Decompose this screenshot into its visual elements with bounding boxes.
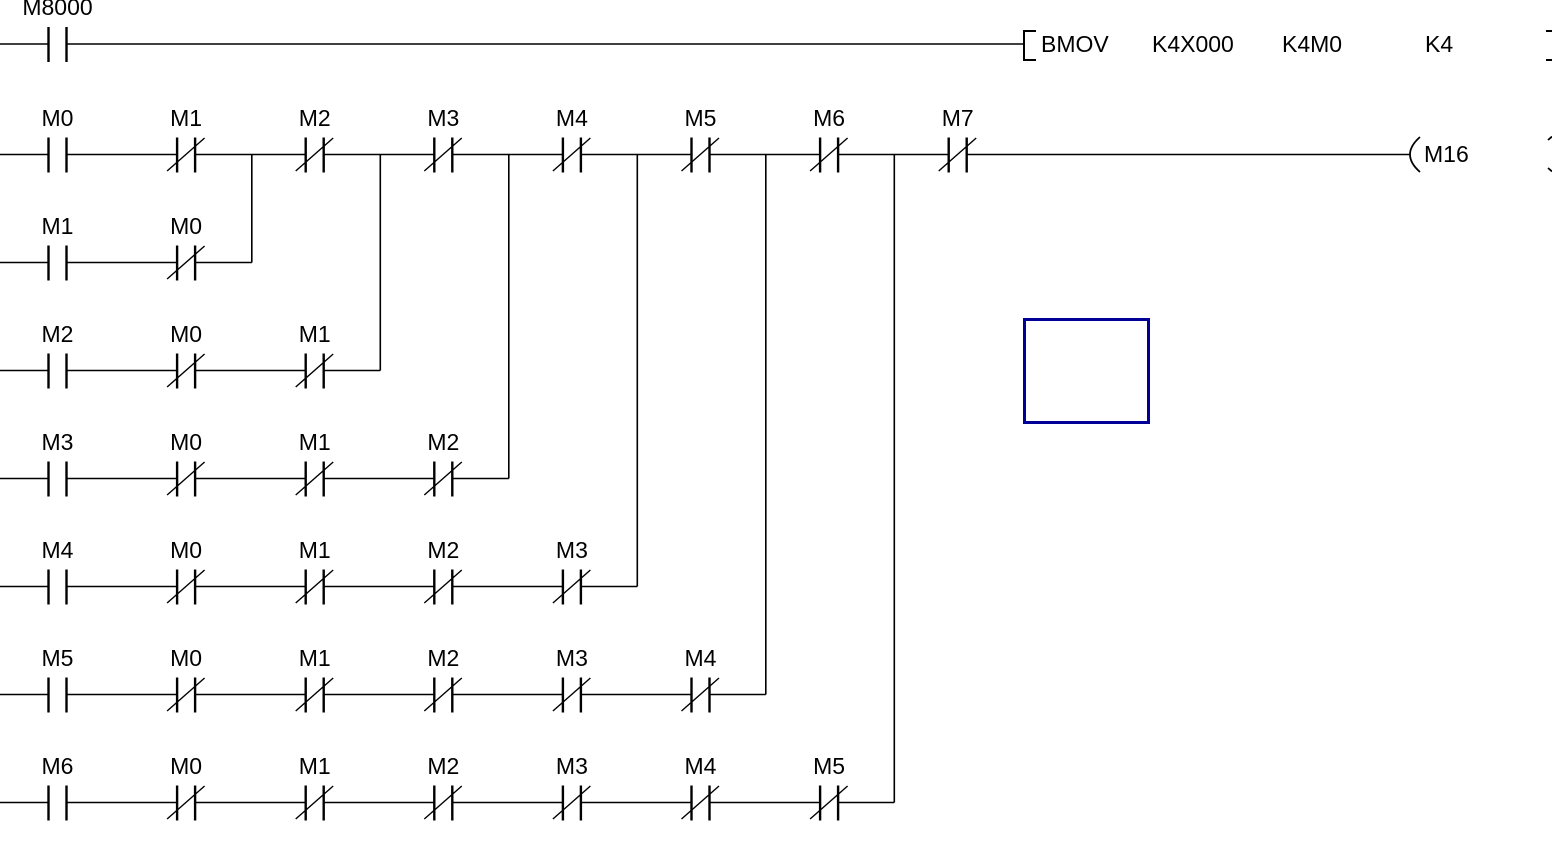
contact-label: M6 [813, 104, 846, 131]
edit-cursor[interactable] [1023, 318, 1150, 424]
contact-label: M3 [555, 644, 588, 671]
contact-label: M5 [41, 644, 74, 671]
contact-label: M2 [427, 752, 460, 779]
contact-label: M0 [170, 320, 203, 347]
contact-label: M2 [298, 104, 331, 131]
or-branch-verticals [251, 154, 896, 803]
contact-m1-nc[interactable] [166, 137, 206, 173]
clipped-right-bracket [1546, 30, 1552, 61]
contact-m4-nc[interactable] [681, 785, 720, 821]
contact-label: M4 [684, 644, 717, 671]
coil-m16[interactable] [1409, 136, 1421, 173]
contact-label: M1 [298, 428, 331, 455]
contact-m0-nc[interactable] [166, 461, 206, 497]
contact-label: M4 [684, 752, 717, 779]
contact-label: M5 [813, 752, 846, 779]
contact-label: M0 [41, 104, 74, 131]
contact-m0-nc[interactable] [166, 785, 206, 821]
contact-m0-nc[interactable] [166, 245, 206, 281]
contact-label: M2 [427, 536, 460, 563]
contact-m3-nc[interactable] [552, 785, 591, 821]
contact-m7-nc[interactable] [938, 137, 977, 173]
contact-m2-nc[interactable] [423, 569, 463, 605]
contact-m2-no[interactable] [47, 353, 68, 389]
contact-m0-nc[interactable] [166, 569, 206, 605]
contact-m5-nc[interactable] [809, 785, 849, 821]
contact-label: M0 [170, 536, 203, 563]
contact-m1-no[interactable] [47, 245, 68, 281]
contact-label: M4 [555, 104, 588, 131]
contact-label: M3 [555, 536, 588, 563]
contact-label: M1 [298, 644, 331, 671]
contact-label: M1 [170, 104, 203, 131]
contact-m8000-no[interactable] [47, 27, 68, 62]
clipped-coil-paren [1547, 135, 1552, 173]
contact-label: M4 [41, 536, 74, 563]
contact-label: M1 [41, 212, 74, 239]
contact-label: M0 [170, 212, 203, 239]
contact-m0-no[interactable] [47, 137, 68, 173]
contact-label: M0 [170, 752, 203, 779]
contact-m2-nc[interactable] [423, 785, 463, 821]
contact-m2-nc[interactable] [423, 461, 463, 497]
contact-label: M1 [298, 536, 331, 563]
contact-label: M6 [41, 752, 74, 779]
contact-m0-nc[interactable] [166, 677, 206, 713]
contact-m4-nc[interactable] [681, 677, 720, 713]
contact-m3-no[interactable] [47, 461, 68, 497]
contact-m1-nc[interactable] [295, 569, 334, 605]
instruction-operand-2: K4M0 [1282, 30, 1343, 57]
contact-label: M0 [170, 644, 203, 671]
contact-m3-nc[interactable] [552, 569, 591, 605]
instruction-bmov-box[interactable] [1023, 30, 1036, 61]
contact-label: M7 [941, 104, 974, 131]
contact-m6-nc[interactable] [809, 137, 849, 173]
contact-m1-nc[interactable] [295, 353, 334, 389]
contact-label: M1 [298, 752, 331, 779]
contact-m2-nc[interactable] [423, 677, 463, 713]
contact-m1-nc[interactable] [295, 785, 334, 821]
contact-m0-nc[interactable] [166, 353, 206, 389]
contact-m5-nc[interactable] [681, 137, 720, 173]
contact-m6-no[interactable] [47, 785, 68, 821]
contact-m4-nc[interactable] [552, 137, 591, 173]
contact-m3-nc[interactable] [552, 677, 591, 713]
contact-label: M3 [427, 104, 460, 131]
contact-label: M3 [555, 752, 588, 779]
contact-label: M0 [170, 428, 203, 455]
contact-label: M2 [427, 644, 460, 671]
contact-m4-no[interactable] [47, 569, 68, 605]
coil-label: M16 [1424, 141, 1469, 167]
contact-label: M2 [427, 428, 460, 455]
instruction-opcode: BMOV [1041, 30, 1109, 57]
contact-m2-nc[interactable] [295, 137, 334, 173]
contact-m5-no[interactable] [47, 677, 68, 713]
contact-label: M2 [41, 320, 74, 347]
contact-label: M5 [684, 104, 717, 131]
contact-label: M1 [298, 320, 331, 347]
contact-m1-nc[interactable] [295, 677, 334, 713]
instruction-operand-3: K4 [1425, 30, 1454, 57]
contact-m1-nc[interactable] [295, 461, 334, 497]
instruction-operand-1: K4X000 [1152, 30, 1234, 57]
contact-m3-nc[interactable] [423, 137, 463, 173]
contact-label: M3 [41, 428, 74, 455]
contact-label: M8000 [22, 0, 93, 20]
